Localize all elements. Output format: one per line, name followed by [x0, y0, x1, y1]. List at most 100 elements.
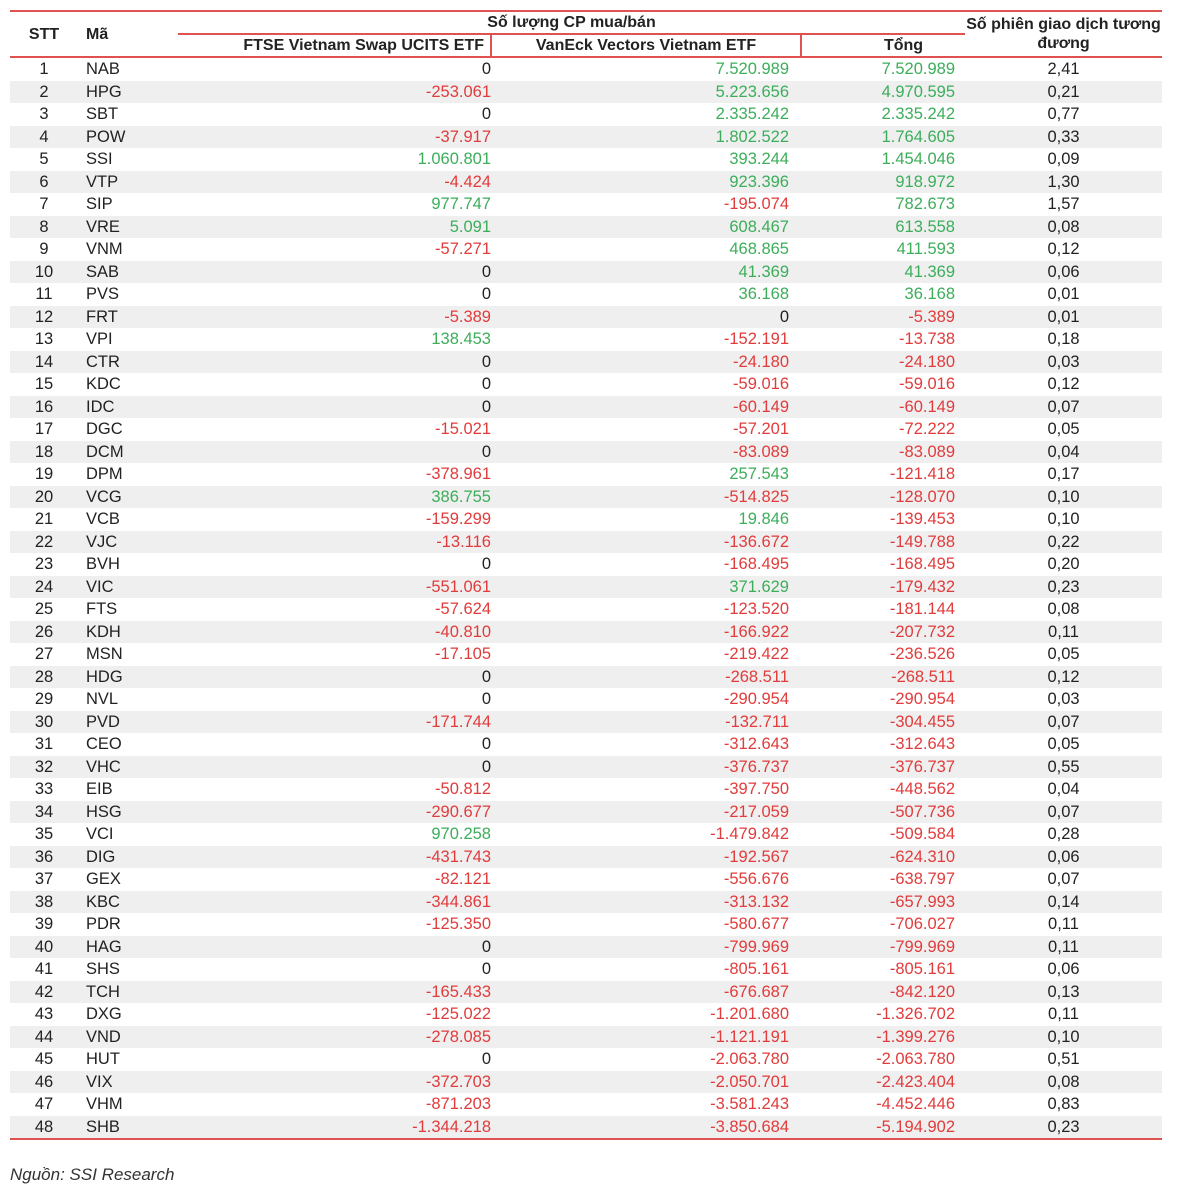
cell-ticker: HAG: [78, 935, 178, 958]
cell-total: 782.673: [895, 195, 955, 213]
cell-ticker: VCB: [86, 510, 120, 528]
cell-ticker: SSI: [86, 150, 113, 168]
cell-stt: 30: [10, 710, 78, 733]
table-row: 14 CTR 0 -24.180 -24.180 0,03: [10, 350, 1162, 373]
cell-total: -60.149: [801, 395, 965, 418]
cell-ftse: -82.121: [435, 870, 491, 888]
cell-stt: 32: [10, 755, 78, 778]
cell-total: -507.736: [801, 800, 965, 823]
cell-total: -83.089: [801, 440, 965, 463]
cell-ftse: -40.810: [178, 620, 491, 643]
table-row: 42 TCH -165.433 -676.687 -842.120 0,13: [10, 980, 1162, 1003]
cell-stt: 36: [10, 845, 78, 868]
cell-ftse: -159.299: [425, 510, 491, 528]
cell-total: 613.558: [801, 215, 965, 238]
cell-stt: 15: [34, 375, 54, 393]
table-row: 16 IDC 0 -60.149 -60.149 0,07: [10, 395, 1162, 418]
cell-stt: 14: [10, 350, 78, 373]
table-row: 11 PVS 0 36.168 36.168 0,01: [10, 283, 1162, 306]
cell-ftse: -13.116: [178, 530, 491, 553]
cell-total: -624.310: [801, 845, 965, 868]
cell-total: -638.797: [889, 870, 955, 888]
cell-ftse: -165.433: [178, 980, 491, 1003]
cell-total: -181.144: [889, 600, 955, 618]
table-row: 26 KDH -40.810 -166.922 -207.732 0,11: [10, 620, 1162, 643]
cell-total: -805.161: [889, 960, 955, 978]
cell-total: -657.993: [801, 890, 965, 913]
cell-stt: 33: [34, 780, 54, 798]
cell-sessions: 0,08: [965, 215, 1162, 238]
cell-ticker: SIP: [86, 195, 113, 213]
cell-ftse: 5.091: [178, 215, 491, 238]
table-row: 44 VND -278.085 -1.121.191 -1.399.276 0,10: [10, 1025, 1162, 1048]
cell-stt: 48: [10, 1115, 78, 1140]
cell-sessions: 0,22: [965, 530, 1162, 553]
cell-ftse: -125.350: [425, 915, 491, 933]
cell-sessions: 0,55: [965, 755, 1162, 778]
cell-sessions: 0,12: [1047, 375, 1080, 393]
etf-trades-table-container: STT Mã Số lượng CP mua/bán Số phiên giao…: [10, 10, 1162, 1140]
cell-ftse: -37.917: [178, 125, 491, 148]
cell-stt: 6: [10, 170, 78, 193]
cell-vaneck: 608.467: [491, 215, 801, 238]
cell-ticker: VCI: [86, 825, 114, 843]
cell-vaneck: -136.672: [491, 530, 801, 553]
cell-sessions: 0,11: [965, 935, 1162, 958]
table-row: 10 SAB 0 41.369 41.369 0,06: [10, 260, 1162, 283]
cell-total: -4.452.446: [876, 1095, 955, 1113]
cell-total: 4.970.595: [801, 80, 965, 103]
cell-vaneck: -83.089: [491, 440, 801, 463]
cell-total: -1.399.276: [801, 1025, 965, 1048]
cell-ftse: 0: [481, 60, 491, 78]
cell-total: -1.326.702: [876, 1005, 955, 1023]
cell-stt: 10: [10, 260, 78, 283]
table-row: 29 NVL 0 -290.954 -290.954 0,03: [10, 688, 1162, 711]
cell-stt: 3: [39, 105, 49, 123]
cell-ticker: VND: [78, 1025, 178, 1048]
cell-sessions: 0,17: [1047, 465, 1080, 483]
cell-total: -706.027: [889, 915, 955, 933]
cell-ftse: -125.022: [425, 1005, 491, 1023]
cell-vaneck: 393.244: [729, 150, 789, 168]
cell-ftse: 970.258: [431, 825, 491, 843]
table-row: 8 VRE 5.091 608.467 613.558 0,08: [10, 215, 1162, 238]
cell-vaneck: 2.335.242: [715, 105, 789, 123]
cell-total: -13.738: [899, 330, 955, 348]
cell-ticker: EIB: [86, 780, 113, 798]
table-row: 46 VIX -372.703 -2.050.701 -2.423.404 0,08: [10, 1070, 1162, 1093]
cell-sessions: 0,06: [1047, 960, 1080, 978]
cell-ticker: KDH: [78, 620, 178, 643]
cell-sessions: 1,30: [965, 170, 1162, 193]
cell-stt: 17: [34, 420, 54, 438]
cell-total: -72.222: [899, 420, 955, 438]
cell-total: -59.016: [899, 375, 955, 393]
cell-ticker: DGC: [86, 420, 123, 438]
cell-total: -376.737: [801, 755, 965, 778]
cell-ftse: -5.389: [178, 305, 491, 328]
cell-vaneck: -1.121.191: [491, 1025, 801, 1048]
cell-vaneck: -60.149: [491, 395, 801, 418]
cell-vaneck: -1.201.680: [710, 1005, 789, 1023]
table-row: 32 VHC 0 -376.737 -376.737 0,55: [10, 755, 1162, 778]
header-group-volume: Số lượng CP mua/bán: [178, 10, 965, 35]
cell-sessions: 0,05: [1047, 645, 1080, 663]
cell-sessions: 0,05: [1047, 735, 1080, 753]
cell-stt: 19: [34, 465, 54, 483]
cell-total: 41.369: [801, 260, 965, 283]
cell-sessions: 0,10: [965, 1025, 1162, 1048]
cell-sessions: 0,01: [965, 305, 1162, 328]
cell-vaneck: -192.567: [491, 845, 801, 868]
table-row: 22 VJC -13.116 -136.672 -149.788 0,22: [10, 530, 1162, 553]
cell-ftse: -378.961: [425, 465, 491, 483]
cell-sessions: 0,77: [1047, 105, 1080, 123]
cell-ftse: 0: [178, 260, 491, 283]
cell-ftse: 977.747: [431, 195, 491, 213]
cell-total: 918.972: [801, 170, 965, 193]
table-row: 2 HPG -253.061 5.223.656 4.970.595 0,21: [10, 80, 1162, 103]
cell-vaneck: 36.168: [738, 285, 789, 303]
cell-sessions: 1,57: [1047, 195, 1080, 213]
cell-total: -179.432: [801, 575, 965, 598]
cell-vaneck: -1.479.842: [710, 825, 789, 843]
cell-vaneck: -132.711: [491, 710, 801, 733]
cell-sessions: 0,83: [1047, 1095, 1080, 1113]
